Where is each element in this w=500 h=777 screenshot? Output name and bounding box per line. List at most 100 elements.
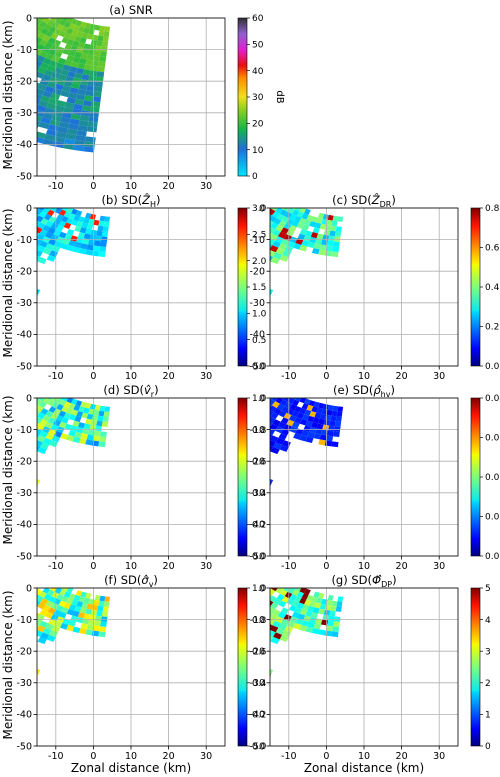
radar-cell (72, 420, 80, 427)
radar-cell (270, 612, 273, 618)
radar-cell (39, 240, 48, 248)
radar-cell (30, 192, 38, 199)
x-tick-label: -10 (48, 371, 64, 382)
radar-cell (309, 237, 317, 244)
radar-cell (37, 245, 46, 253)
radar-cell (37, 256, 47, 265)
radar-cell (91, 60, 100, 67)
radar-cell (15, 411, 24, 418)
radar-cell (80, 21, 87, 28)
radar-cell (73, 24, 81, 32)
radar-cell (252, 479, 263, 487)
radar-cell (76, 237, 84, 244)
radar-cell (72, 108, 82, 116)
radar-cell (91, 250, 100, 257)
radar-cell (27, 597, 35, 604)
y-tick-label: -30 (16, 108, 32, 119)
radar-cell (273, 442, 283, 450)
radar-cell (95, 615, 102, 622)
radar-cell (86, 413, 94, 420)
radar-cell (270, 422, 273, 428)
radar-cell (104, 26, 111, 32)
radar-cell (263, 192, 271, 199)
radar-cell (17, 7, 25, 14)
radar-cell (80, 623, 88, 630)
y-tick-label: -50 (16, 551, 32, 562)
radar-cell (98, 220, 105, 227)
radar-cell (77, 232, 86, 239)
radar-cell (328, 235, 335, 242)
radar-cell (274, 574, 282, 581)
x-tick-label: -10 (48, 751, 64, 762)
radar-cell (251, 218, 260, 225)
radar-cell (37, 93, 43, 101)
radar-cell (94, 430, 101, 437)
radar-cell (5, 366, 13, 373)
radar-cell (54, 83, 64, 91)
radar-cell (216, 176, 224, 183)
radar-cell (270, 208, 272, 209)
radar-cell (37, 613, 45, 621)
radar-cell (78, 406, 85, 413)
radar-cell (71, 208, 78, 215)
x-tick-label: 20 (396, 751, 408, 762)
radar-cell (81, 222, 89, 229)
radar-cell (270, 233, 278, 241)
radar-cell (192, 391, 201, 399)
radar-cell (202, 575, 211, 583)
radar-cell (233, 576, 242, 583)
radar-cell (9, 577, 17, 584)
radar-cell (81, 74, 90, 81)
radar-cell (22, 0, 30, 3)
y-tick-label: -10 (249, 425, 265, 436)
radar-cell (42, 201, 50, 208)
x-tick-label: 0 (323, 561, 329, 572)
colorbar (237, 587, 248, 747)
radar-cell (267, 569, 275, 576)
radar-cell (5, 556, 13, 563)
radar-cell (247, 214, 256, 221)
radar-cell (225, 385, 234, 392)
radar-cell (270, 423, 278, 431)
radar-cell (46, 634, 56, 642)
radar-cell (87, 574, 97, 584)
radar-cell (270, 635, 274, 642)
panel-b: -10 0 10 20 30 0 -10 -20 -30 -40 -50 (b) SD(ẐH) 0.0 0… (5, 176, 285, 382)
radar-cell (90, 106, 100, 113)
radar-cell (92, 625, 101, 632)
radar-cell (6, 376, 14, 383)
radar-cell (30, 572, 38, 579)
radar-cell (322, 614, 330, 621)
radar-cell (327, 404, 334, 411)
radar-cell (243, 570, 251, 577)
radar-cell (160, 194, 169, 203)
radar-cell (37, 612, 40, 618)
radar-cell (318, 402, 325, 409)
radar-cell (86, 603, 94, 610)
radar-cell (63, 591, 71, 598)
radar-cell (229, 404, 238, 412)
radar-cell (5, 176, 13, 183)
colorbar-tick-label: 2 (485, 679, 491, 689)
radar-cell (229, 222, 238, 230)
radar-cell (270, 588, 276, 596)
radar-cell (89, 44, 97, 51)
radar-cell (270, 629, 276, 637)
radar-cell (270, 602, 279, 610)
radar-cell (334, 421, 342, 427)
radar-cell (257, 441, 266, 449)
radar-cell (216, 574, 225, 581)
radar-cell (63, 80, 73, 88)
y-tick-label: 0 (259, 583, 265, 594)
radar-cell (85, 212, 92, 219)
x-tick-label: 20 (163, 751, 175, 762)
radar-cell (81, 602, 89, 609)
y-tick-label: -40 (16, 330, 32, 341)
radar-cell (270, 398, 279, 402)
radar-cell (241, 180, 249, 187)
radar-cell (46, 254, 56, 262)
x-tick-label: 0 (90, 181, 96, 192)
radar-cell (89, 234, 97, 241)
radar-cell (93, 382, 102, 392)
radar-cell (174, 385, 183, 393)
